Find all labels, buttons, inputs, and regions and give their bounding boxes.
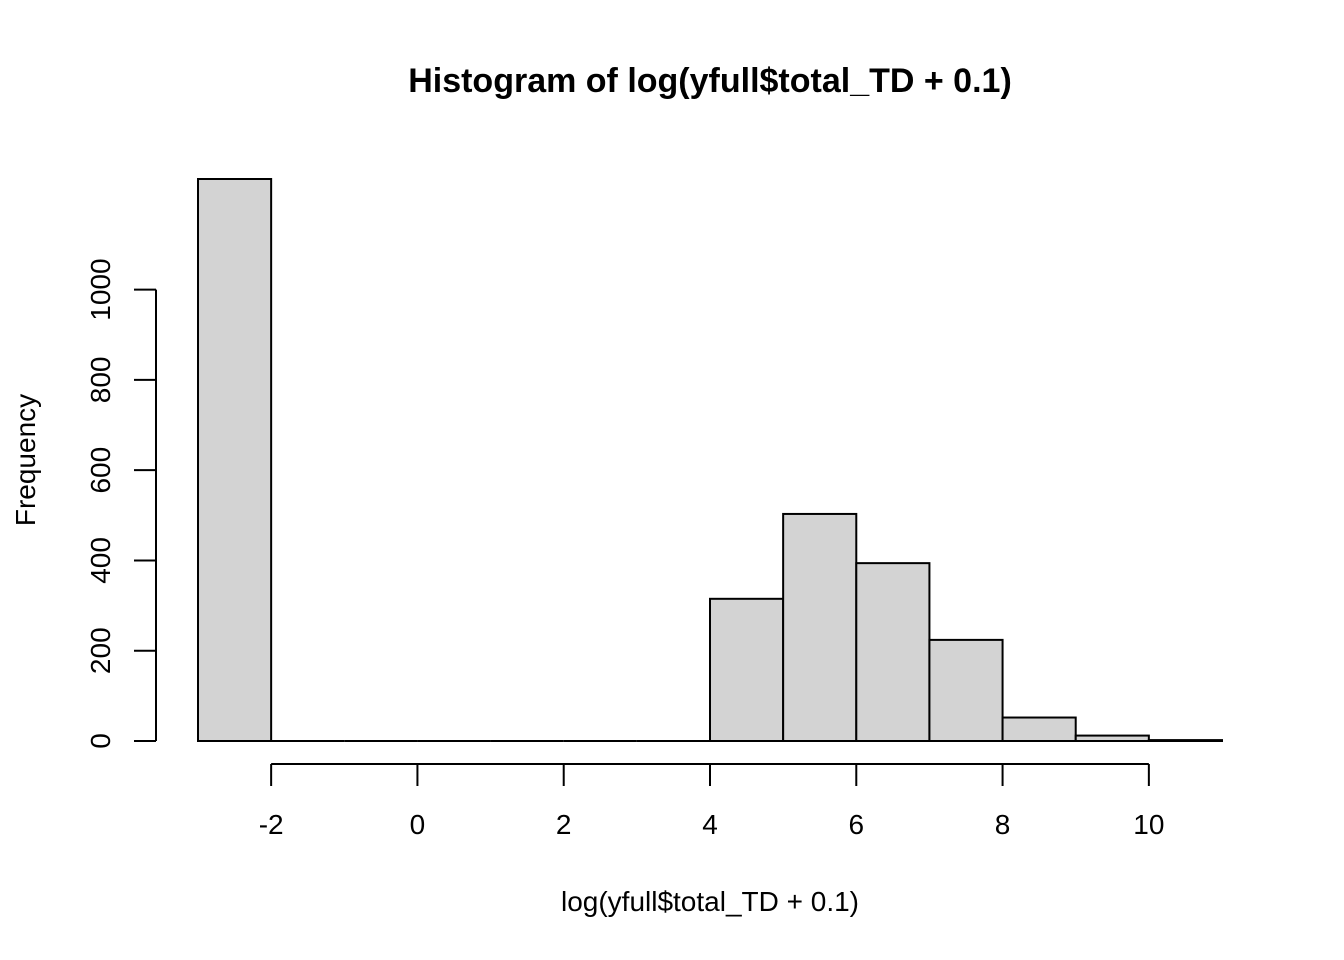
histogram-bar-7	[709, 597, 785, 743]
histogram-bar-9	[855, 562, 931, 742]
chart-title: Histogram of log(yfull$total_TD + 0.1)	[408, 62, 1012, 100]
histogram-bar-8	[782, 512, 858, 743]
x-tick-label: 4	[702, 809, 718, 840]
y-tick-label: 200	[85, 627, 116, 674]
y-axis: 0 200 400 600 800 1000	[85, 258, 157, 749]
y-axis-label: Frequency	[10, 394, 41, 526]
y-tick-label: 1000	[85, 258, 116, 320]
x-tick-label: 6	[848, 809, 864, 840]
y-tick-label: 400	[85, 537, 116, 584]
histogram-bar-12	[1074, 734, 1150, 742]
bars-group	[197, 178, 1224, 743]
histogram-bar-13	[1147, 739, 1224, 742]
x-tick-label: -2	[259, 809, 284, 840]
x-axis-label: log(yfull$total_TD + 0.1)	[561, 886, 859, 917]
histogram-bar-11	[1001, 716, 1077, 743]
histogram-bar-0	[197, 178, 273, 742]
x-tick-label: 2	[556, 809, 572, 840]
x-tick-label: 10	[1133, 809, 1164, 840]
y-tick-label: 600	[85, 447, 116, 494]
x-axis: -2 0 2 4 6 8 10	[259, 763, 1164, 840]
x-tick-label: 8	[995, 809, 1011, 840]
x-tick-label: 0	[410, 809, 426, 840]
y-tick-label: 0	[85, 733, 116, 749]
y-tick-label: 800	[85, 357, 116, 404]
histogram-bar-10	[928, 638, 1004, 742]
